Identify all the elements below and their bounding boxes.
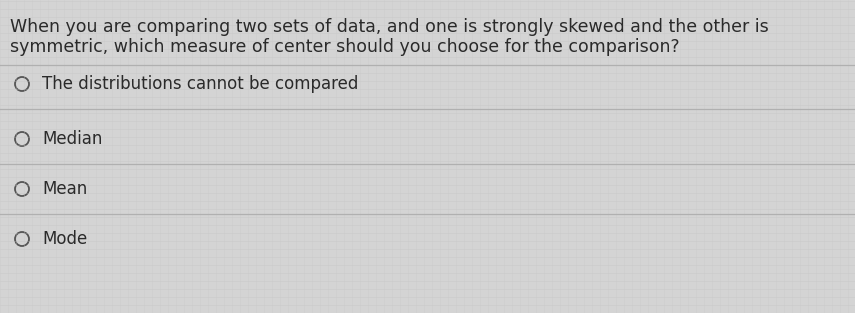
Text: symmetric, which measure of center should you choose for the comparison?: symmetric, which measure of center shoul… [10,38,680,56]
Text: Mode: Mode [42,230,87,248]
Text: The distributions cannot be compared: The distributions cannot be compared [42,75,358,93]
Text: When you are comparing two sets of data, and one is strongly skewed and the othe: When you are comparing two sets of data,… [10,18,769,36]
Text: Median: Median [42,130,103,148]
Text: Mean: Mean [42,180,87,198]
